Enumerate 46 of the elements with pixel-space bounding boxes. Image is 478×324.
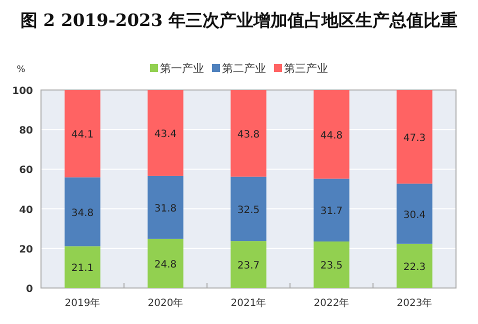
data-label: 31.8 (154, 203, 177, 214)
bar (396, 244, 432, 288)
data-label: 22.3 (403, 262, 426, 273)
chart-title: 图 2 2019-2023 年三次产业增加值占地区生产总值比重 (20, 11, 458, 31)
data-label: 44.1 (71, 130, 94, 141)
bar (230, 90, 266, 177)
bar (64, 246, 100, 288)
bar (230, 241, 266, 288)
x-tick-label: 2022年 (314, 297, 350, 309)
x-tick-label: 2019年 (64, 297, 100, 309)
bar (314, 90, 350, 179)
bar (230, 176, 266, 242)
bar (396, 184, 432, 244)
x-tick-label: 2021年 (230, 297, 266, 309)
bar (148, 90, 184, 176)
bar (148, 238, 184, 288)
bar (64, 177, 100, 246)
data-label: 34.8 (71, 208, 94, 219)
data-label: 43.4 (154, 128, 177, 140)
data-label: 30.4 (403, 210, 426, 221)
x-tick-label: 2020年 (148, 297, 184, 309)
data-label: 32.5 (237, 204, 260, 216)
x-tick-label: 2023年 (396, 297, 432, 309)
y-tick-label: 0 (26, 284, 34, 295)
legend-label: 第三产业 (284, 62, 328, 75)
data-label: 44.8 (320, 130, 343, 142)
y-tick-label: 100 (12, 86, 34, 97)
bar (314, 178, 350, 242)
y-tick-label: 40 (19, 204, 34, 216)
y-tick-label: 20 (19, 244, 34, 256)
legend-label: 第一产业 (160, 62, 204, 75)
data-label: 23.5 (320, 260, 343, 272)
data-label: 43.8 (237, 129, 260, 140)
legend-label: 第二产业 (222, 62, 266, 75)
data-label: 23.7 (237, 260, 260, 272)
bar (314, 241, 350, 288)
y-tick-label: 80 (19, 126, 34, 137)
bar (64, 90, 100, 178)
bar (396, 90, 432, 184)
data-label: 24.8 (154, 259, 177, 270)
data-label: 47.3 (403, 132, 426, 144)
y-tick-label: 60 (19, 165, 34, 176)
y-axis-title: % (16, 65, 26, 75)
bar (148, 176, 184, 239)
data-label: 31.7 (320, 206, 343, 218)
data-label: 21.1 (71, 263, 94, 274)
